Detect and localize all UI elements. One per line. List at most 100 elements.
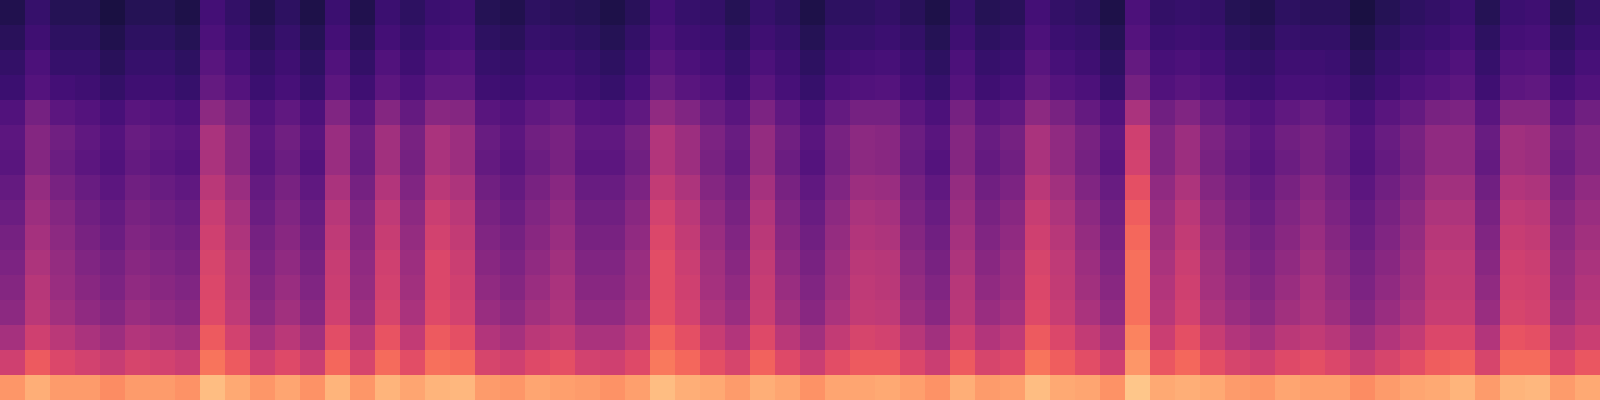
cell — [1050, 225, 1076, 251]
cell — [550, 175, 576, 201]
cell — [925, 75, 951, 101]
cell — [1500, 250, 1526, 276]
cell — [1425, 0, 1451, 26]
cell — [750, 75, 776, 101]
cell — [200, 325, 226, 351]
cell — [475, 350, 501, 376]
cell — [0, 50, 26, 76]
cell — [250, 350, 276, 376]
cell — [875, 150, 901, 176]
cell — [1475, 125, 1501, 151]
cell — [150, 100, 176, 126]
cell — [575, 0, 601, 26]
cell — [1400, 175, 1426, 201]
cell — [425, 150, 451, 176]
cell — [275, 100, 301, 126]
cell — [1050, 25, 1076, 51]
cell — [625, 325, 651, 351]
cell — [325, 175, 351, 201]
cell — [1125, 50, 1151, 76]
cell — [725, 125, 751, 151]
cell — [1250, 375, 1276, 400]
cell — [1350, 100, 1376, 126]
cell — [275, 250, 301, 276]
cell — [1550, 300, 1576, 326]
cell — [1575, 375, 1600, 400]
cell — [775, 350, 801, 376]
cell — [375, 225, 401, 251]
cell — [1200, 200, 1226, 226]
cell — [1375, 25, 1401, 51]
cell — [1275, 125, 1301, 151]
cell — [625, 300, 651, 326]
cell — [975, 350, 1001, 376]
cell — [1150, 50, 1176, 76]
cell — [1400, 0, 1426, 26]
cell — [725, 25, 751, 51]
cell — [1525, 300, 1551, 326]
cell — [1325, 325, 1351, 351]
cell — [950, 125, 976, 151]
cell — [600, 275, 626, 301]
cell — [700, 25, 726, 51]
cell — [1500, 150, 1526, 176]
cell — [50, 175, 76, 201]
cell — [1400, 325, 1426, 351]
cell — [1300, 50, 1326, 76]
cell — [350, 250, 376, 276]
cell — [550, 325, 576, 351]
cell — [1475, 275, 1501, 301]
cell — [1375, 350, 1401, 376]
cell — [475, 375, 501, 400]
cell — [400, 0, 426, 26]
cell — [425, 50, 451, 76]
cell — [450, 50, 476, 76]
cell — [200, 0, 226, 26]
cell — [1175, 50, 1201, 76]
cell — [125, 275, 151, 301]
cell — [1225, 25, 1251, 51]
cell — [900, 325, 926, 351]
cell — [875, 200, 901, 226]
cell — [350, 50, 376, 76]
cell — [1250, 275, 1276, 301]
cell — [175, 350, 201, 376]
cell — [1200, 375, 1226, 400]
cell — [300, 125, 326, 151]
cell — [100, 225, 126, 251]
cell — [1000, 175, 1026, 201]
cell — [550, 125, 576, 151]
cell — [1400, 250, 1426, 276]
cell — [1075, 150, 1101, 176]
cell — [1075, 275, 1101, 301]
cell — [650, 325, 676, 351]
cell — [200, 25, 226, 51]
cell — [1500, 100, 1526, 126]
cell — [250, 375, 276, 400]
cell — [425, 0, 451, 26]
cell — [375, 50, 401, 76]
cell — [1300, 100, 1326, 126]
cell — [375, 300, 401, 326]
cell — [250, 200, 276, 226]
cell — [1450, 325, 1476, 351]
cell — [1325, 350, 1351, 376]
cell — [1325, 175, 1351, 201]
cell — [675, 0, 701, 26]
cell — [800, 25, 826, 51]
chart-svg — [0, 0, 1600, 400]
cell — [1525, 50, 1551, 76]
cell — [1450, 250, 1476, 276]
cell — [100, 375, 126, 400]
cell — [375, 150, 401, 176]
cell — [1475, 250, 1501, 276]
cell — [525, 150, 551, 176]
cell — [1025, 350, 1051, 376]
cell — [1575, 200, 1600, 226]
cell — [1250, 150, 1276, 176]
cell — [1300, 300, 1326, 326]
cell — [250, 25, 276, 51]
cell — [1325, 25, 1351, 51]
cell — [825, 75, 851, 101]
cell — [50, 125, 76, 151]
